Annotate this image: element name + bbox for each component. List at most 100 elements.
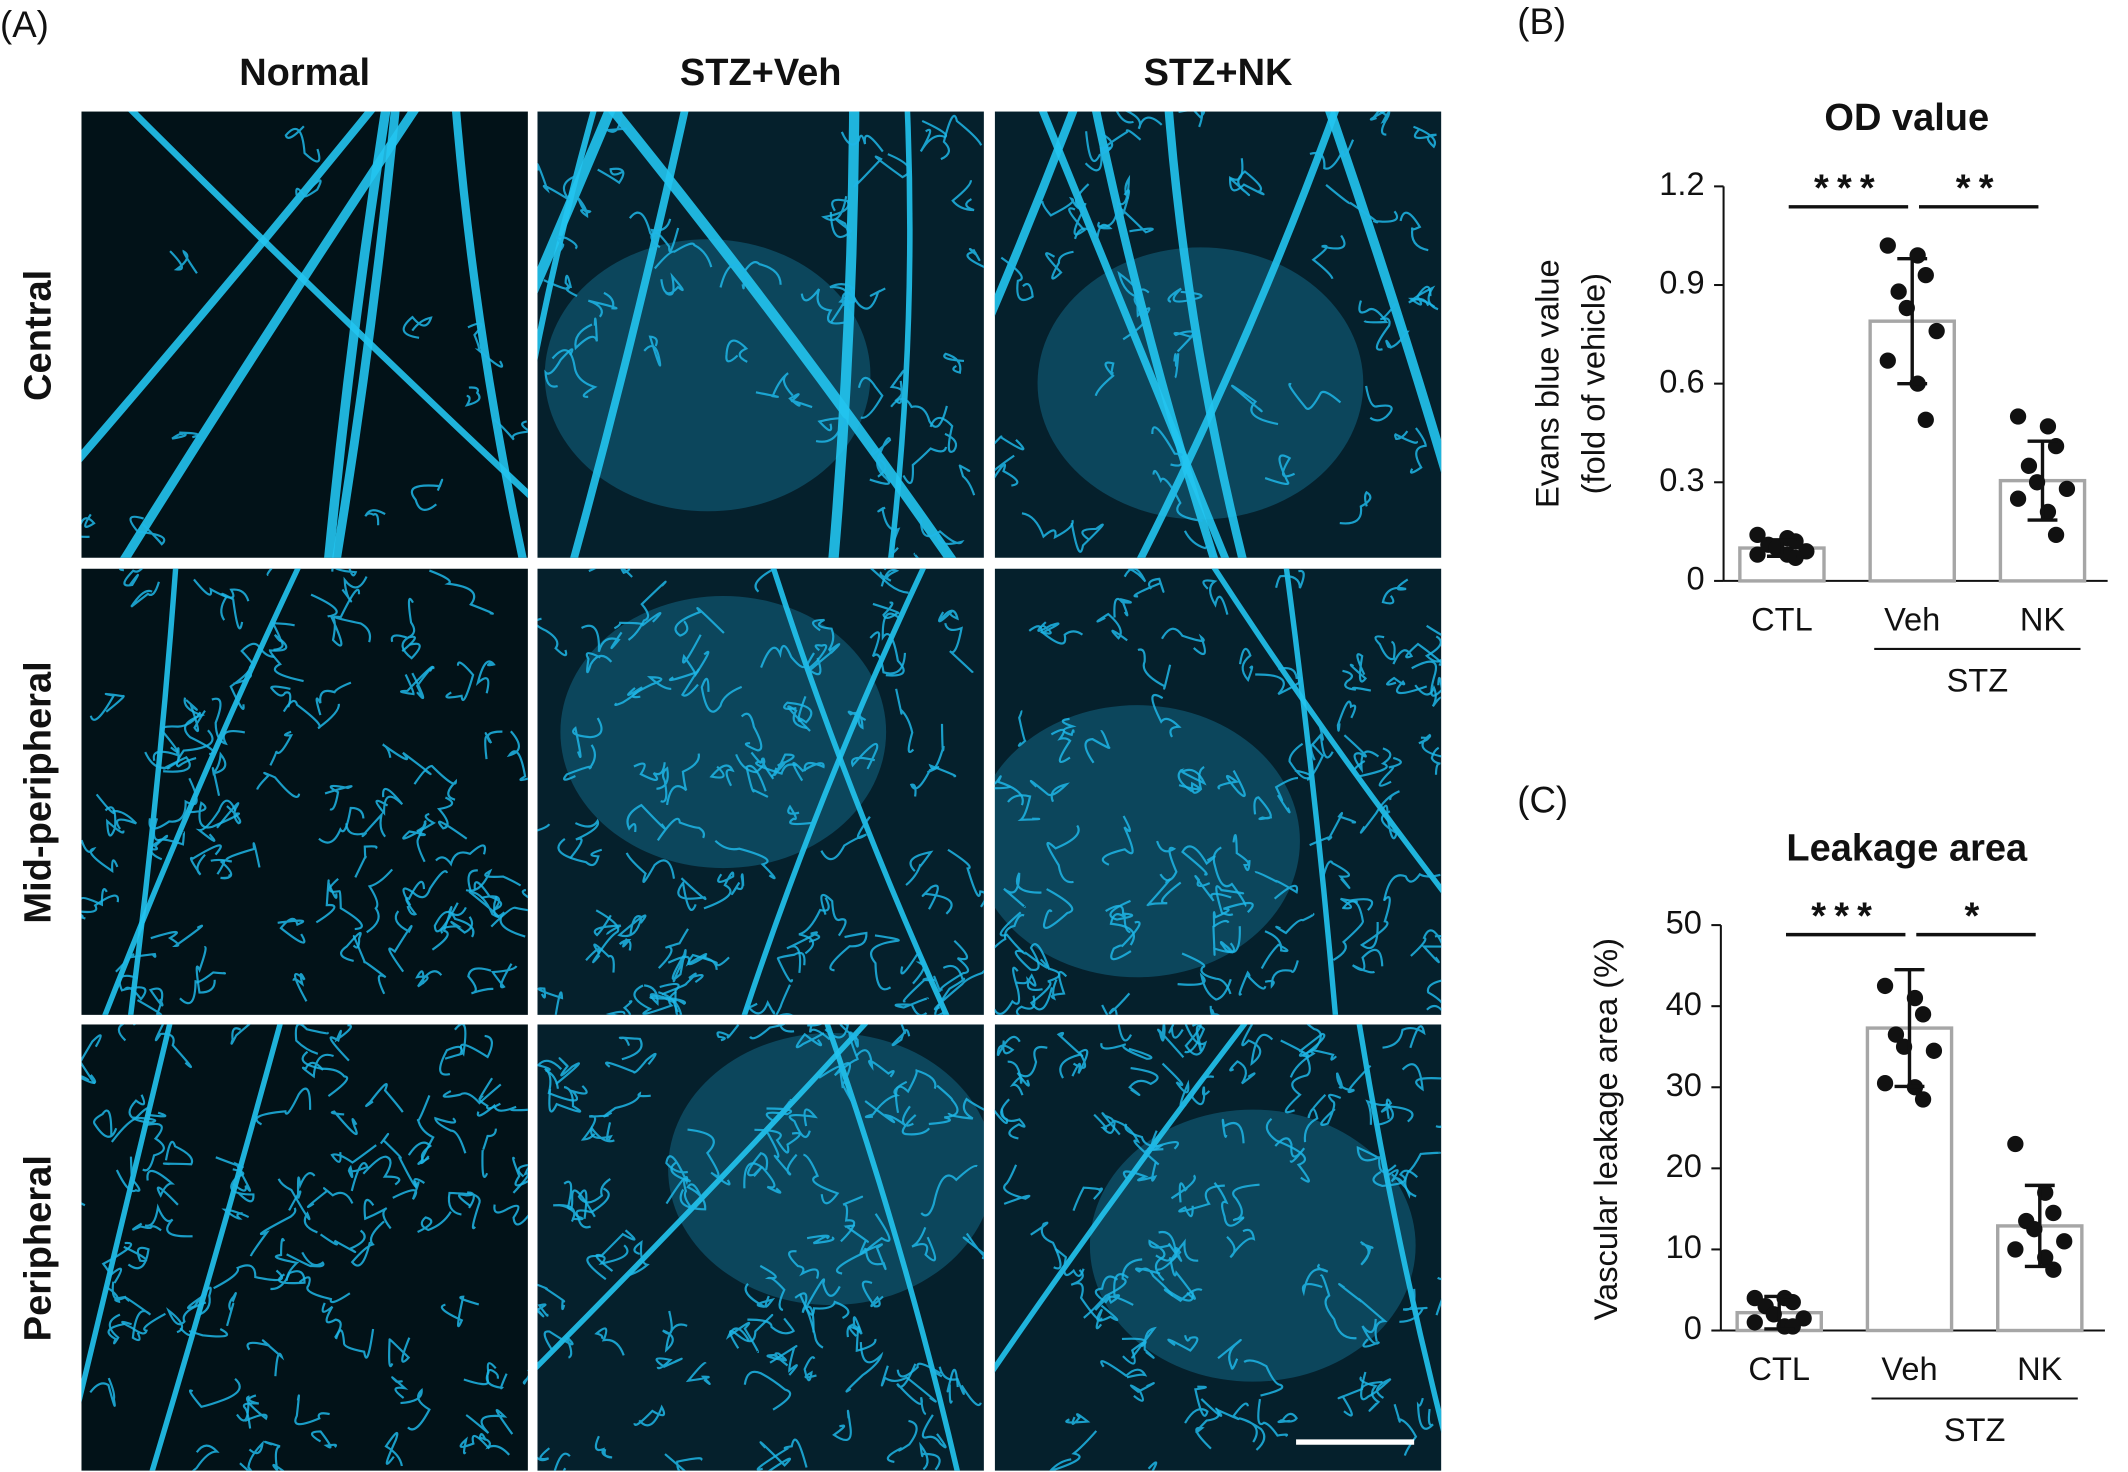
leak-glow [1089, 1109, 1416, 1382]
capillary [594, 1435, 613, 1459]
capillary [750, 751, 797, 775]
capillary [189, 844, 222, 876]
capillary [315, 681, 352, 716]
capillary [1070, 1269, 1103, 1322]
capillary [670, 1161, 692, 1208]
capillary [1128, 1067, 1159, 1096]
capillary [940, 115, 983, 161]
capillary [230, 1168, 255, 1203]
capillary [1284, 1055, 1311, 1114]
capillary [653, 242, 713, 270]
capillary [808, 643, 841, 676]
micrograph-bg [537, 568, 984, 1015]
capillary [631, 676, 672, 699]
capillary [655, 1357, 683, 1370]
capillary [1301, 1263, 1329, 1297]
capillary [838, 1062, 855, 1105]
capillary [375, 787, 404, 816]
group-label: STZ [1947, 662, 2009, 699]
capillary [144, 751, 191, 773]
capillary [384, 1431, 403, 1467]
capillary [1101, 992, 1131, 1015]
capillary [1021, 512, 1074, 540]
capillary [830, 291, 856, 323]
capillary [902, 975, 942, 1003]
capillary [1231, 384, 1279, 426]
capillary [846, 1316, 863, 1338]
vessel [1038, 111, 1230, 558]
capillary [415, 970, 443, 988]
capillary [656, 817, 706, 841]
micrograph [994, 111, 1442, 558]
capillary [465, 868, 522, 892]
capillary [703, 871, 735, 910]
y-tick-label: 20 [1666, 1147, 1702, 1184]
capillary [1151, 693, 1182, 738]
capillary [1359, 790, 1400, 834]
vessel [332, 111, 400, 558]
capillary [1414, 684, 1442, 707]
capillary [1041, 196, 1087, 217]
capillary [656, 766, 669, 803]
capillary [1217, 770, 1246, 798]
capillary [1409, 427, 1427, 474]
capillary [1359, 896, 1391, 950]
x-tick-label: Veh [1884, 600, 1940, 637]
capillary [1338, 1283, 1388, 1342]
capillary [1238, 647, 1254, 683]
capillary [585, 652, 613, 674]
vessel [119, 111, 419, 558]
capillary [928, 723, 957, 778]
capillary [1015, 995, 1036, 1015]
vessel [149, 1024, 283, 1471]
capillary [1339, 490, 1372, 525]
capillary [544, 1067, 588, 1102]
capillary [1042, 888, 1074, 929]
capillary [840, 1195, 864, 1243]
error-bar [2024, 1183, 2055, 1269]
capillary [429, 569, 494, 615]
y-axis-label: Vascular leakage area (%) [1587, 938, 1624, 1320]
capillary [118, 974, 147, 1001]
data-point [1887, 1026, 1905, 1043]
capillary [735, 753, 775, 780]
capillary [946, 1368, 959, 1404]
capillary [593, 914, 622, 937]
data-point [1784, 1318, 1801, 1335]
capillary [288, 1172, 316, 1211]
capillary [1215, 885, 1245, 916]
data-point [2020, 457, 2038, 475]
capillary [440, 1295, 480, 1328]
capillary [1277, 1412, 1298, 1424]
capillary [674, 607, 725, 637]
capillary [999, 911, 1049, 969]
capillary [1380, 1098, 1414, 1123]
capillary [759, 1264, 786, 1312]
capillary [911, 1227, 937, 1262]
row-label: Mid-peripheral [18, 661, 60, 923]
capillary [473, 881, 503, 912]
capillary [894, 997, 929, 1015]
capillary [1190, 1075, 1215, 1106]
capillary [435, 844, 487, 867]
capillary [537, 823, 551, 832]
capillary [766, 1132, 798, 1176]
capillary [466, 1191, 481, 1230]
capillary [962, 1232, 984, 1260]
capillary [628, 211, 672, 238]
capillary [81, 894, 120, 918]
capillary [1049, 1430, 1098, 1471]
capillary [1007, 794, 1041, 821]
capillary [994, 775, 1024, 806]
capillary [1173, 330, 1200, 353]
capillary [213, 1264, 283, 1290]
capillary [1110, 920, 1141, 961]
capillary [605, 1000, 633, 1015]
capillary [1360, 1371, 1392, 1401]
capillary [310, 593, 343, 647]
capillary [900, 950, 926, 985]
capillary [943, 352, 965, 374]
capillary [770, 753, 795, 778]
capillary [256, 771, 301, 798]
capillary [388, 1337, 411, 1368]
